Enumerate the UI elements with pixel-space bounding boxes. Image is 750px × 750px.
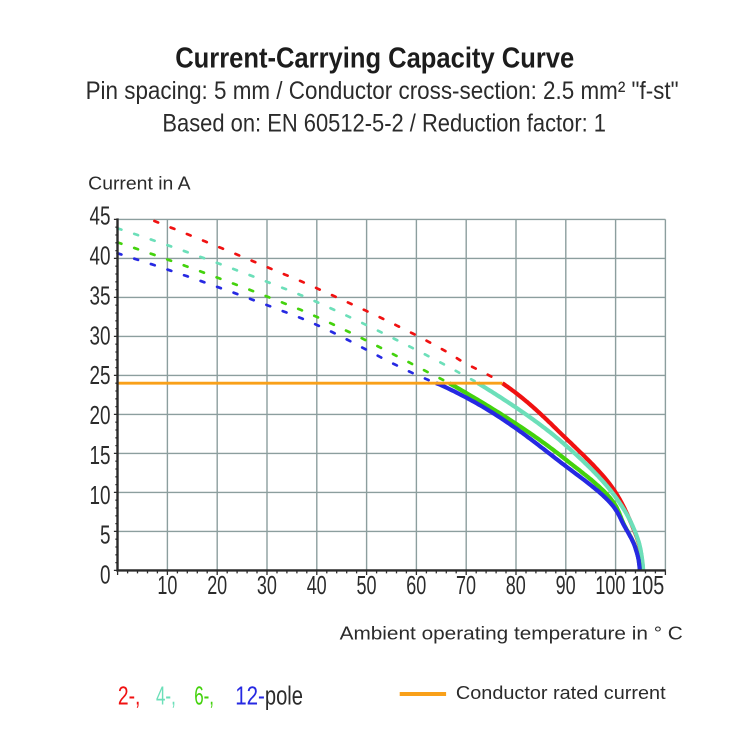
svg-text:Ambient operating temperature: Ambient operating temperature in ° C [340,623,683,644]
svg-text:10: 10 [90,482,111,510]
svg-text:70: 70 [456,572,476,600]
svg-text:25: 25 [90,362,111,390]
svg-text:Conductor rated current: Conductor rated current [456,682,667,703]
svg-text:Current-Carrying Capacity Curv: Current-Carrying Capacity Curve [175,42,574,74]
svg-text:40: 40 [90,243,111,271]
svg-text:100: 100 [595,572,625,600]
svg-text:105: 105 [631,572,664,600]
svg-text:40: 40 [307,572,327,600]
svg-text:4-,: 4-, [156,683,176,711]
svg-text:30: 30 [257,572,277,600]
svg-text:10: 10 [157,572,177,600]
svg-text:35: 35 [90,282,111,310]
svg-text:60: 60 [406,572,426,600]
svg-text:0: 0 [100,562,111,590]
svg-text:20: 20 [207,572,227,600]
svg-text:20: 20 [90,402,111,430]
svg-text:15: 15 [90,442,111,470]
svg-text:30: 30 [90,322,111,350]
svg-text:90: 90 [556,572,576,600]
svg-text:45: 45 [90,203,111,231]
svg-text:5: 5 [100,522,111,550]
svg-text:Current in A: Current in A [88,173,191,194]
svg-text:Based on: EN 60512-5-2 / Reduc: Based on: EN 60512-5-2 / Reduction facto… [162,110,606,138]
svg-text:50: 50 [357,572,377,600]
svg-text:80: 80 [506,572,526,600]
svg-text:12-: 12- [235,683,265,711]
svg-text:pole: pole [265,683,303,711]
svg-text:6-,: 6-, [194,683,214,711]
svg-text:2-,: 2-, [118,683,140,711]
svg-text:Pin spacing: 5 mm / Conductor: Pin spacing: 5 mm / Conductor cross-sect… [86,77,679,105]
